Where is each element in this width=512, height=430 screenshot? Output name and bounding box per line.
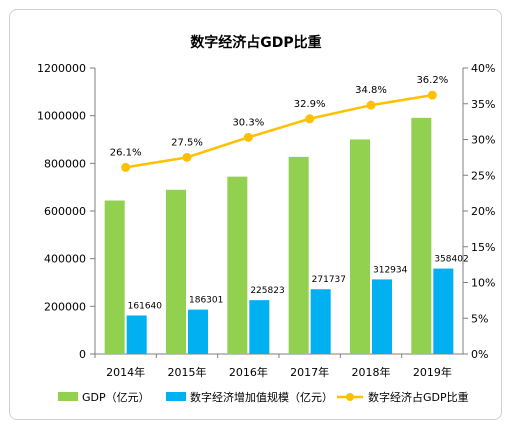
- x-tick-label: 2015年: [168, 365, 207, 379]
- y-left-tick-label: 0: [79, 348, 86, 361]
- x-tick-label: 2014年: [106, 365, 145, 379]
- ratio-point-label: 32.9%: [294, 99, 326, 110]
- x-tick-label: 2017年: [290, 365, 329, 379]
- x-tick-label: 2018年: [352, 365, 391, 379]
- y-left-tick-label: 1200000: [37, 62, 86, 75]
- gdp-bar: [227, 176, 248, 354]
- ratio-point-label: 30.3%: [232, 117, 264, 128]
- y-left-tick-label: 800000: [44, 157, 86, 170]
- legend-label-gdp: GDP（亿元）: [82, 391, 150, 404]
- ratio-point-label: 34.8%: [355, 85, 387, 96]
- digital-economy-bar: [126, 315, 147, 354]
- y-right-tick-label: 0%: [471, 348, 488, 361]
- digital-economy-bar: [249, 300, 270, 354]
- y-right-tick-label: 35%: [471, 98, 495, 111]
- digital-economy-bar: [310, 289, 331, 354]
- digital-economy-bar-label: 225823: [250, 286, 284, 296]
- digital-economy-bar: [372, 279, 392, 354]
- legend-swatch-digital: [166, 392, 186, 401]
- y-right-tick-label: 5%: [471, 312, 488, 325]
- digital-economy-bar-label: 271737: [312, 275, 346, 285]
- legend-marker-ratio: [346, 393, 354, 401]
- y-left-tick-label: 400000: [44, 253, 86, 266]
- ratio-point: [366, 100, 376, 110]
- digital-economy-bar-label: 358402: [434, 255, 468, 265]
- gdp-bar: [288, 156, 309, 354]
- ratio-point: [121, 162, 131, 172]
- y-right-tick-label: 20%: [471, 205, 495, 218]
- ratio-line: [125, 93, 433, 169]
- x-tick-label: 2016年: [229, 365, 268, 379]
- y-left-tick-label: 1000000: [37, 110, 86, 123]
- ratio-point: [427, 90, 437, 100]
- y-right-tick-label: 15%: [471, 241, 495, 254]
- ratio-point: [305, 114, 315, 124]
- legend-label-ratio: 数字经济占GDP比重: [368, 390, 469, 404]
- digital-economy-bar: [433, 268, 454, 354]
- ratio-point: [182, 152, 192, 162]
- y-right-tick-label: 30%: [471, 134, 495, 147]
- ratio-point-label: 36.2%: [416, 75, 448, 86]
- digital-economy-bar: [188, 309, 208, 354]
- y-left-tick-label: 600000: [44, 205, 86, 218]
- y-right-tick-label: 25%: [471, 169, 495, 182]
- y-right-tick-label: 10%: [471, 277, 495, 290]
- chart-title: 数字经济占GDP比重: [190, 34, 321, 51]
- ratio-point-label: 27.5%: [171, 137, 203, 148]
- gdp-bar: [104, 200, 125, 354]
- gdp-bar: [411, 117, 432, 354]
- y-left-tick-label: 200000: [44, 300, 86, 313]
- gdp-bar: [166, 189, 186, 354]
- x-tick-label: 2019年: [413, 365, 452, 379]
- digital-economy-bar-label: 312934: [373, 265, 408, 275]
- y-right-tick-label: 40%: [471, 62, 495, 75]
- ratio-point-label: 26.1%: [110, 147, 142, 158]
- ratio-point: [243, 132, 253, 142]
- gdp-bar: [350, 139, 370, 354]
- digital-economy-bar-label: 186301: [189, 296, 223, 306]
- legend-swatch-gdp: [58, 392, 78, 401]
- legend-label-digital: 数字经济增加值规模（亿元）: [190, 390, 333, 404]
- digital-economy-bar-label: 161640: [128, 301, 163, 311]
